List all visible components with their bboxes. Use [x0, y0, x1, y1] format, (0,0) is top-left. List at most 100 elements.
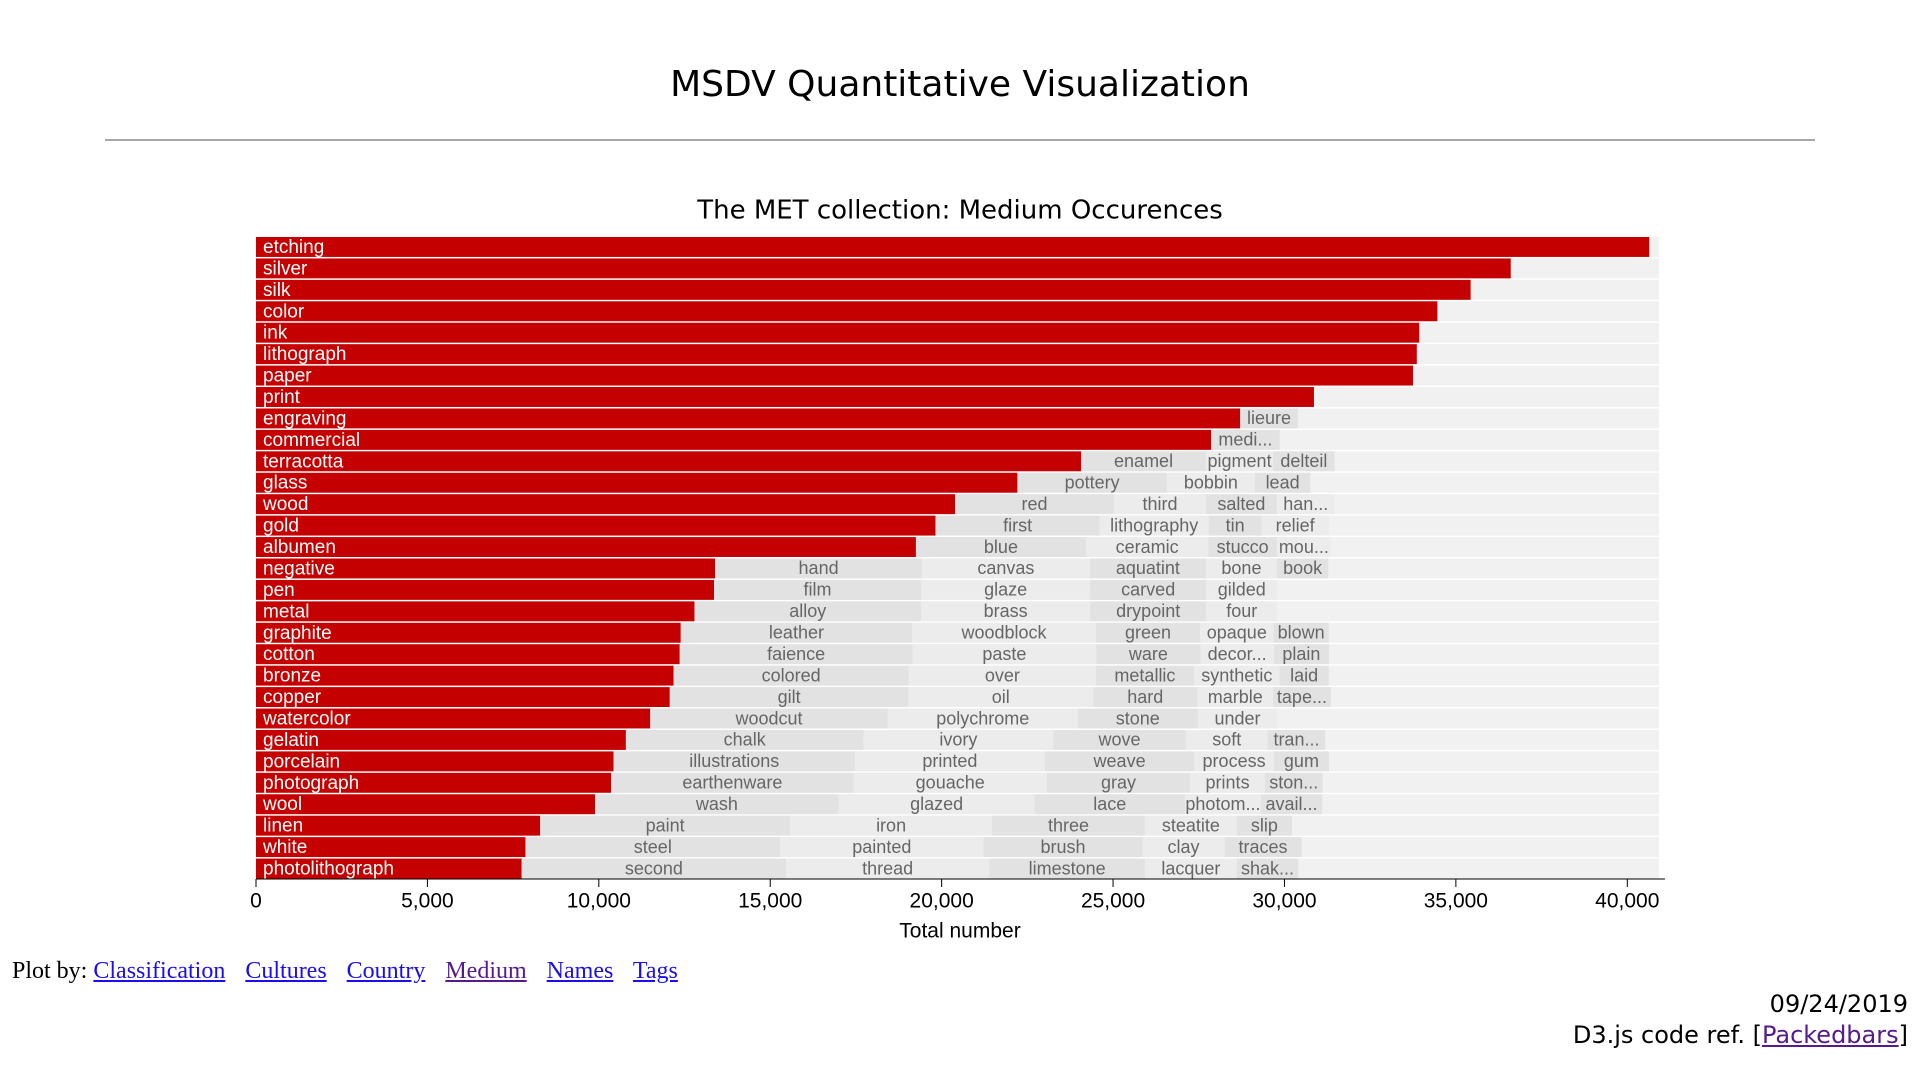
packed-bar — [1197, 708, 1278, 729]
packed-bar — [1261, 515, 1329, 536]
packed-bar — [922, 558, 1090, 579]
bar-label: ink — [263, 323, 288, 344]
packed-bar — [854, 751, 1045, 772]
link[interactable]: Cultures — [245, 958, 327, 984]
packed-label: polychrome — [936, 708, 1029, 728]
x-tick-label: 35,000 — [1424, 890, 1488, 913]
packed-label: three — [1048, 815, 1089, 835]
bar-label: pen — [263, 580, 295, 601]
bar — [256, 472, 1018, 493]
bar — [256, 537, 916, 557]
bar-label: porcelain — [263, 751, 340, 772]
bar-label: white — [262, 837, 307, 858]
packed-bar — [955, 494, 1115, 515]
packed-label: pottery — [1065, 472, 1120, 492]
packed-label: painted — [852, 837, 911, 857]
packed-label: colored — [762, 665, 821, 685]
packed-bar — [714, 579, 922, 600]
packed-label: gray — [1101, 773, 1136, 793]
bar-label: commercial — [263, 430, 360, 451]
packed-label: glaze — [984, 580, 1027, 600]
bar — [256, 794, 596, 815]
plot-by: Plot by: Classification Cultures Country… — [12, 958, 692, 985]
packed-bar — [1236, 815, 1293, 836]
packed-bar — [625, 729, 864, 750]
bar — [256, 237, 1650, 257]
packed-label: second — [625, 858, 683, 878]
packed-label: blown — [1278, 623, 1325, 643]
packed-label: iron — [876, 815, 906, 835]
packed-bar — [1017, 472, 1167, 493]
x-tick-label: 5,000 — [401, 890, 454, 913]
link[interactable]: Classification — [93, 958, 226, 984]
packed-bar — [1224, 837, 1302, 858]
link[interactable]: Tags — [632, 958, 678, 984]
packed-bar — [694, 601, 922, 622]
bar-label: paper — [263, 366, 312, 387]
packed-label: printed — [922, 751, 977, 771]
bar-label: gelatin — [263, 730, 319, 751]
packed-label: red — [1022, 494, 1048, 514]
packed-label: book — [1283, 558, 1323, 578]
packed-label: avail... — [1265, 794, 1317, 814]
link[interactable]: Names — [546, 958, 614, 984]
packed-bar — [1264, 772, 1323, 793]
packed-bar — [1095, 622, 1201, 643]
packed-label: pigment — [1208, 451, 1272, 471]
packed-bar — [1205, 451, 1274, 472]
packed-bar — [1090, 579, 1207, 600]
packed-bar — [1276, 494, 1335, 515]
bar — [256, 751, 614, 772]
x-tick-label: 20,000 — [910, 890, 974, 913]
packed-label: lead — [1266, 472, 1300, 492]
packed-bar — [853, 772, 1047, 793]
packed-bar — [838, 794, 1035, 815]
packed-label: salted — [1217, 494, 1265, 514]
packed-label: ston... — [1269, 773, 1318, 793]
packed-bar — [1200, 622, 1274, 643]
packed-bar — [1096, 644, 1201, 665]
packed-label: prints — [1206, 773, 1250, 793]
packed-bar — [611, 772, 854, 793]
packed-label: opaque — [1207, 623, 1267, 643]
link[interactable]: Country — [346, 958, 426, 984]
packed-label: earthenware — [682, 773, 782, 793]
packed-bar — [1208, 537, 1277, 557]
packed-bar — [1236, 858, 1299, 879]
packed-label: woodcut — [735, 708, 803, 728]
packed-bar — [1276, 537, 1331, 557]
packed-label: decor... — [1208, 644, 1267, 664]
packed-label: ivory — [939, 730, 977, 750]
packed-bar — [1077, 708, 1198, 729]
packed-label: tran... — [1273, 730, 1319, 750]
bar — [256, 687, 670, 708]
packed-label: lace — [1093, 794, 1126, 814]
x-tick-label: 10,000 — [567, 890, 631, 913]
packed-label: illustrations — [689, 751, 779, 771]
packed-bar — [1273, 451, 1335, 472]
chart-title: The MET collection: Medium Occurences — [696, 196, 1223, 226]
packed-label: slip — [1251, 815, 1278, 835]
plot-by-label: Plot by: — [12, 958, 88, 984]
packed-bar — [1093, 687, 1198, 708]
packed-bar — [1144, 858, 1237, 879]
packed-label: leather — [769, 623, 824, 643]
bar-label: etching — [263, 237, 324, 258]
packed-bar — [1034, 794, 1186, 815]
bar-label: wool — [262, 794, 302, 815]
packed-bar — [1099, 515, 1209, 536]
packed-bar — [1197, 687, 1274, 708]
bar-label: silk — [263, 280, 291, 301]
packed-label: glazed — [910, 794, 963, 814]
packed-bar — [1142, 837, 1225, 858]
packed-bar — [1185, 729, 1268, 750]
code-link[interactable]: Packedbars — [1761, 1021, 1899, 1049]
bar-label: terracotta — [263, 451, 344, 472]
packed-label: aquatint — [1116, 558, 1180, 578]
packed-label: green — [1125, 623, 1171, 643]
x-tick-label: 25,000 — [1081, 890, 1145, 913]
link[interactable]: Medium — [445, 958, 527, 984]
packed-bar — [1166, 472, 1255, 493]
bar — [256, 365, 1414, 386]
packed-label: carved — [1121, 580, 1175, 600]
